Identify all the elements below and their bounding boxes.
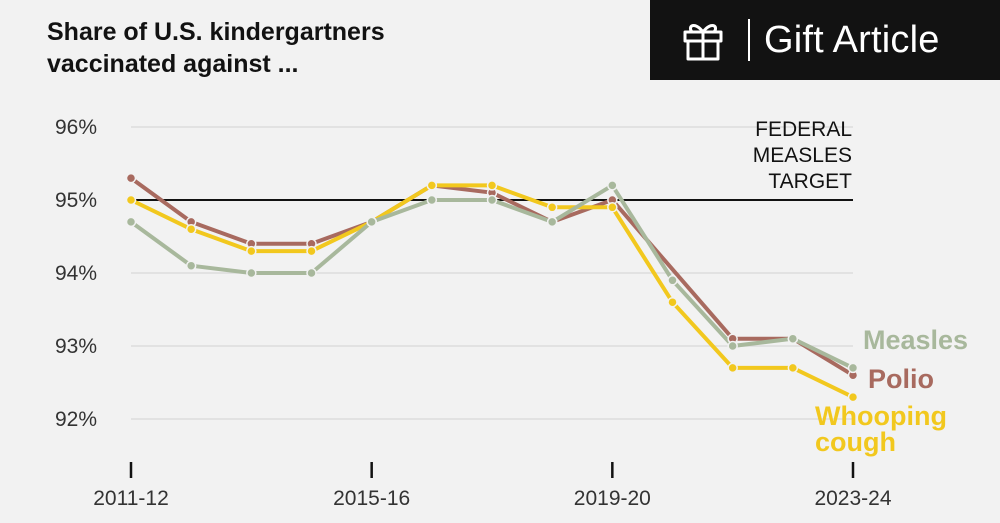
y-tick-label: 95%	[55, 189, 97, 212]
data-point-measles	[727, 340, 738, 352]
series-label-whooping-cough: cough	[815, 427, 896, 457]
x-tick-label: 2015-16	[333, 487, 410, 510]
data-point-whooping-cough	[607, 202, 618, 213]
data-point-polio	[125, 172, 137, 184]
series-line-polio	[129, 176, 855, 378]
data-point-measles	[306, 267, 317, 279]
data-point-measles	[246, 267, 257, 279]
data-point-whooping-cough	[125, 194, 137, 206]
data-point-measles	[426, 194, 438, 206]
data-point-whooping-cough	[847, 391, 859, 403]
data-point-measles	[607, 180, 618, 191]
data-point-whooping-cough	[546, 202, 558, 213]
data-point-whooping-cough	[185, 223, 197, 235]
y-tick-label: 94%	[55, 262, 97, 285]
data-point-measles	[185, 260, 197, 271]
data-point-measles	[125, 216, 137, 228]
data-point-whooping-cough	[486, 180, 498, 191]
series-label-measles: Measles	[863, 325, 968, 355]
data-point-whooping-cough	[787, 362, 799, 374]
x-tick-label: 2023-24	[814, 487, 891, 510]
data-point-measles	[847, 362, 859, 374]
data-point-measles	[787, 333, 799, 344]
data-point-measles	[486, 194, 498, 206]
data-point-whooping-cough	[727, 362, 738, 374]
target-annotation-line: MEASLES	[753, 144, 852, 167]
gift-icon	[683, 24, 723, 61]
gift-separator	[748, 19, 750, 61]
chart-title: Share of U.S. kindergartners vaccinated …	[47, 16, 467, 80]
gift-article-label: Gift Article	[764, 18, 940, 61]
data-point-measles	[366, 216, 377, 228]
data-point-whooping-cough	[306, 245, 317, 257]
data-point-measles	[546, 216, 558, 228]
y-tick-label: 96%	[55, 116, 97, 139]
series-line-whooping-cough	[129, 183, 855, 400]
gift-article-button[interactable]: Gift Article	[650, 0, 1000, 80]
target-annotation-line: FEDERAL	[755, 118, 852, 141]
chart-title-line-2: vaccinated against ...	[47, 50, 299, 78]
data-point-whooping-cough	[246, 245, 257, 257]
y-tick-label: 92%	[55, 408, 97, 431]
data-point-measles	[667, 275, 678, 286]
x-tick-label: 2019-20	[574, 487, 651, 510]
target-annotation-line: TARGET	[768, 170, 852, 193]
series-label-whooping-cough: Whooping	[815, 401, 947, 431]
chart-title-line-1: Share of U.S. kindergartners	[47, 18, 385, 46]
y-tick-label: 93%	[55, 335, 97, 358]
x-tick-label: 2011-12	[93, 487, 169, 510]
data-point-whooping-cough	[426, 180, 438, 191]
series-label-polio: Polio	[868, 364, 934, 394]
data-point-whooping-cough	[667, 296, 678, 308]
